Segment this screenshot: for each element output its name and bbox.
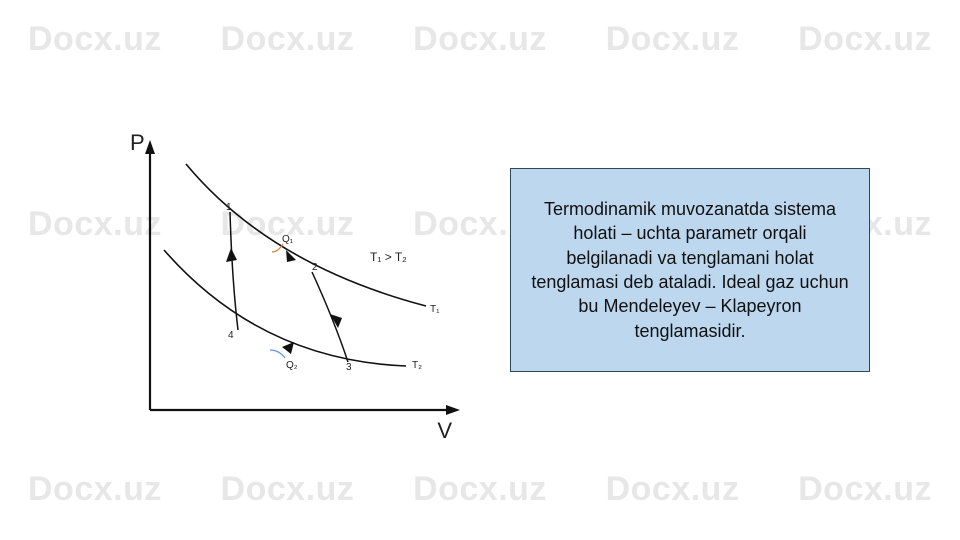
t2-label: T₂ xyxy=(412,360,422,371)
point-3-label: 3 xyxy=(346,362,352,373)
temp-compare-label: T₁ > T₂ xyxy=(370,250,407,264)
point-2-label: 2 xyxy=(312,262,318,273)
pv-diagram: P V 1 2 3 4 Q₁ Q₂ T₁ > T₂ T₁ T₂ xyxy=(90,90,470,450)
q1-label: Q₁ xyxy=(282,234,293,245)
axis-label-p: P xyxy=(130,130,145,156)
point-4-label: 4 xyxy=(228,330,234,341)
page-content: P V 1 2 3 4 Q₁ Q₂ T₁ > T₂ T₁ T₂ Termodin… xyxy=(0,0,960,540)
q2-label: Q₂ xyxy=(286,360,298,371)
axis-label-v: V xyxy=(437,418,452,444)
t1-label: T₁ xyxy=(430,304,439,315)
info-textbox: Termodinamik muvozanatda sistema holati … xyxy=(510,168,870,372)
pv-chart-svg xyxy=(90,90,470,450)
info-text: Termodinamik muvozanatda sistema holati … xyxy=(531,199,848,340)
point-1-label: 1 xyxy=(226,202,232,213)
